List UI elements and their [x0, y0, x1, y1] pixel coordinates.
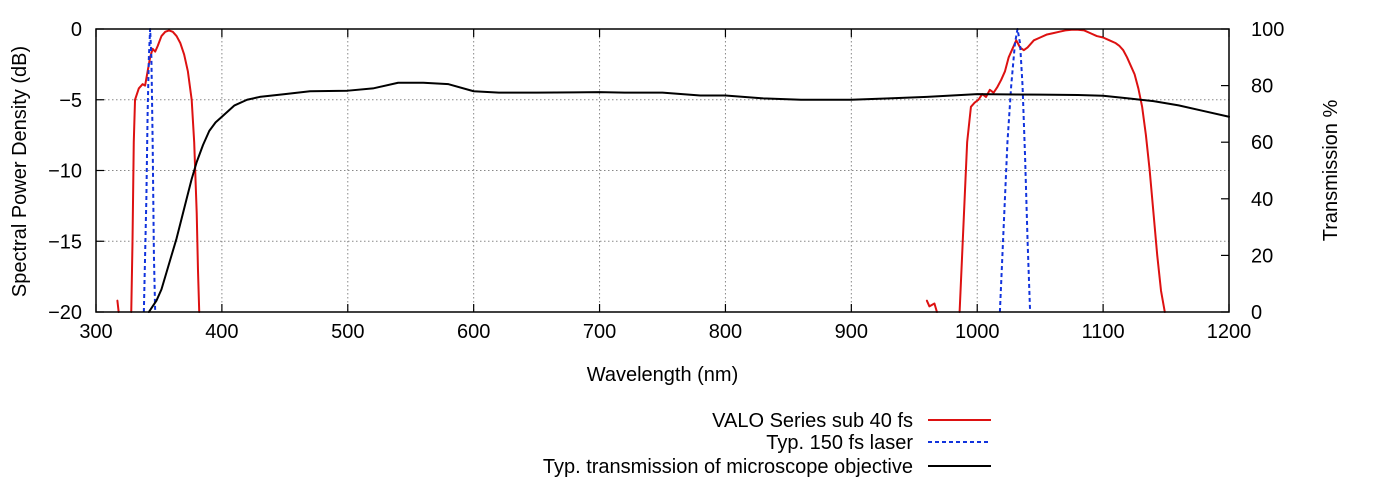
x-tick-label: 700 [583, 321, 616, 343]
y-axis-label: Spectral Power Density (dB) [9, 46, 31, 297]
series-line-0 [958, 28, 1166, 313]
x-tick-label: 400 [205, 321, 238, 343]
y2-tick-label: 60 [1251, 132, 1273, 154]
y-tick-label: −15 [48, 231, 82, 253]
x-tick-label: 300 [79, 321, 112, 343]
x-tick-label: 1200 [1207, 321, 1252, 343]
tick-labels: 300 400 500 600 700 800 900 1000 1100 1200−20−15−… [48, 19, 1284, 343]
y-tick-label: −5 [59, 90, 82, 112]
series-line-0 [925, 299, 938, 313]
tick-marks [95, 28, 1230, 313]
legend-label-transmission: Typ. transmission of microscope objectiv… [543, 456, 913, 478]
x-tick-label: 800 [709, 321, 742, 343]
y2-tick-label: 100 [1251, 19, 1284, 41]
y2-axis-label: Transmission % [1320, 100, 1342, 242]
x-axis-label: Wavelength (nm) [587, 364, 739, 386]
x-tick-label: 900 [835, 321, 868, 343]
x-tick-label: 1000 [955, 321, 1000, 343]
y-tick-label: −20 [48, 302, 82, 324]
legend-label-valo: VALO Series sub 40 fs [712, 410, 913, 432]
legend-label-150fs: Typ. 150 fs laser [766, 432, 913, 454]
series-line-2 [147, 81, 1230, 313]
plot-frame [95, 28, 1230, 313]
y2-tick-label: 20 [1251, 245, 1273, 267]
x-tick-label: 1100 [1082, 321, 1125, 343]
legend: VALO Series sub 40 fs Typ. 150 fs laser … [543, 410, 991, 478]
grid-lines [96, 29, 1229, 312]
y2-tick-label: 0 [1251, 302, 1262, 324]
series-line-0 [116, 299, 120, 313]
y2-tick-label: 80 [1251, 76, 1273, 98]
y-tick-label: −10 [48, 161, 82, 183]
y2-tick-label: 40 [1251, 189, 1273, 211]
x-tick-label: 600 [457, 321, 490, 343]
y-tick-label: 0 [71, 19, 82, 41]
x-tick-label: 500 [331, 321, 364, 343]
series-line-0 [130, 29, 201, 313]
